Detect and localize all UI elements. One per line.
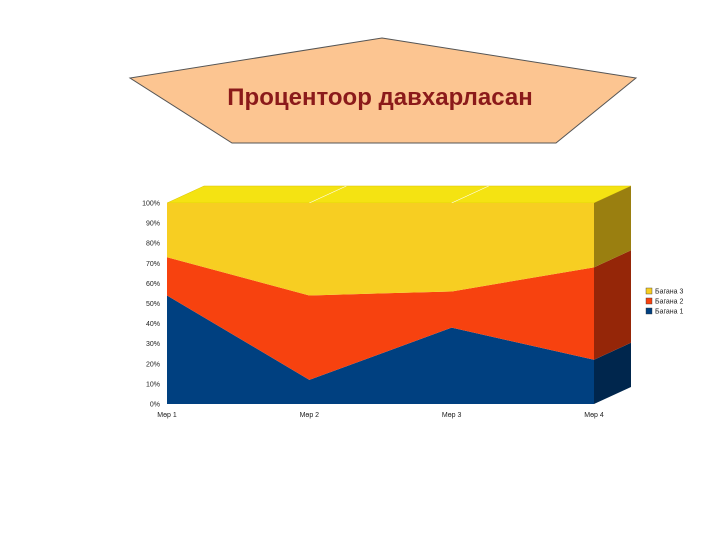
y-tick-label: 70%	[146, 261, 160, 268]
area-Багана 3	[167, 203, 594, 296]
legend-swatch	[645, 297, 653, 305]
legend-label: Багана 1	[655, 309, 683, 316]
y-tick-label: 50%	[146, 301, 160, 308]
legend-label: Багана 2	[655, 299, 683, 306]
x-tick-label: Мөр 3	[442, 412, 462, 419]
legend-swatch	[645, 287, 653, 295]
legend-label: Багана 3	[655, 289, 683, 296]
top-face-divider	[309, 185, 347, 204]
area-top-face	[166, 185, 632, 204]
title-banner-shape	[128, 37, 638, 144]
area-Багана 2	[167, 257, 594, 380]
side-face-Багана 2	[594, 250, 631, 360]
legend-swatch	[645, 307, 653, 315]
side-face-Багана 3	[594, 186, 631, 268]
side-face-Багана 1	[594, 342, 631, 404]
y-tick-label: 10%	[146, 381, 160, 388]
top-face-divider	[451, 185, 489, 204]
y-tick-label: 30%	[146, 341, 160, 348]
x-tick-label: Мөр 1	[157, 412, 177, 419]
y-tick-label: 0%	[150, 402, 160, 409]
y-tick-label: 90%	[146, 221, 160, 228]
area-Багана 1	[167, 295, 594, 404]
y-tick-label: 20%	[146, 361, 160, 368]
y-tick-label: 40%	[146, 321, 160, 328]
y-tick-label: 80%	[146, 241, 160, 248]
page-title: Процентоор давхарласан	[227, 84, 533, 111]
y-tick-label: 100%	[142, 201, 160, 208]
y-tick-label: 60%	[146, 281, 160, 288]
x-tick-label: Мөр 4	[584, 412, 604, 419]
x-tick-label: Мөр 2	[300, 412, 320, 419]
